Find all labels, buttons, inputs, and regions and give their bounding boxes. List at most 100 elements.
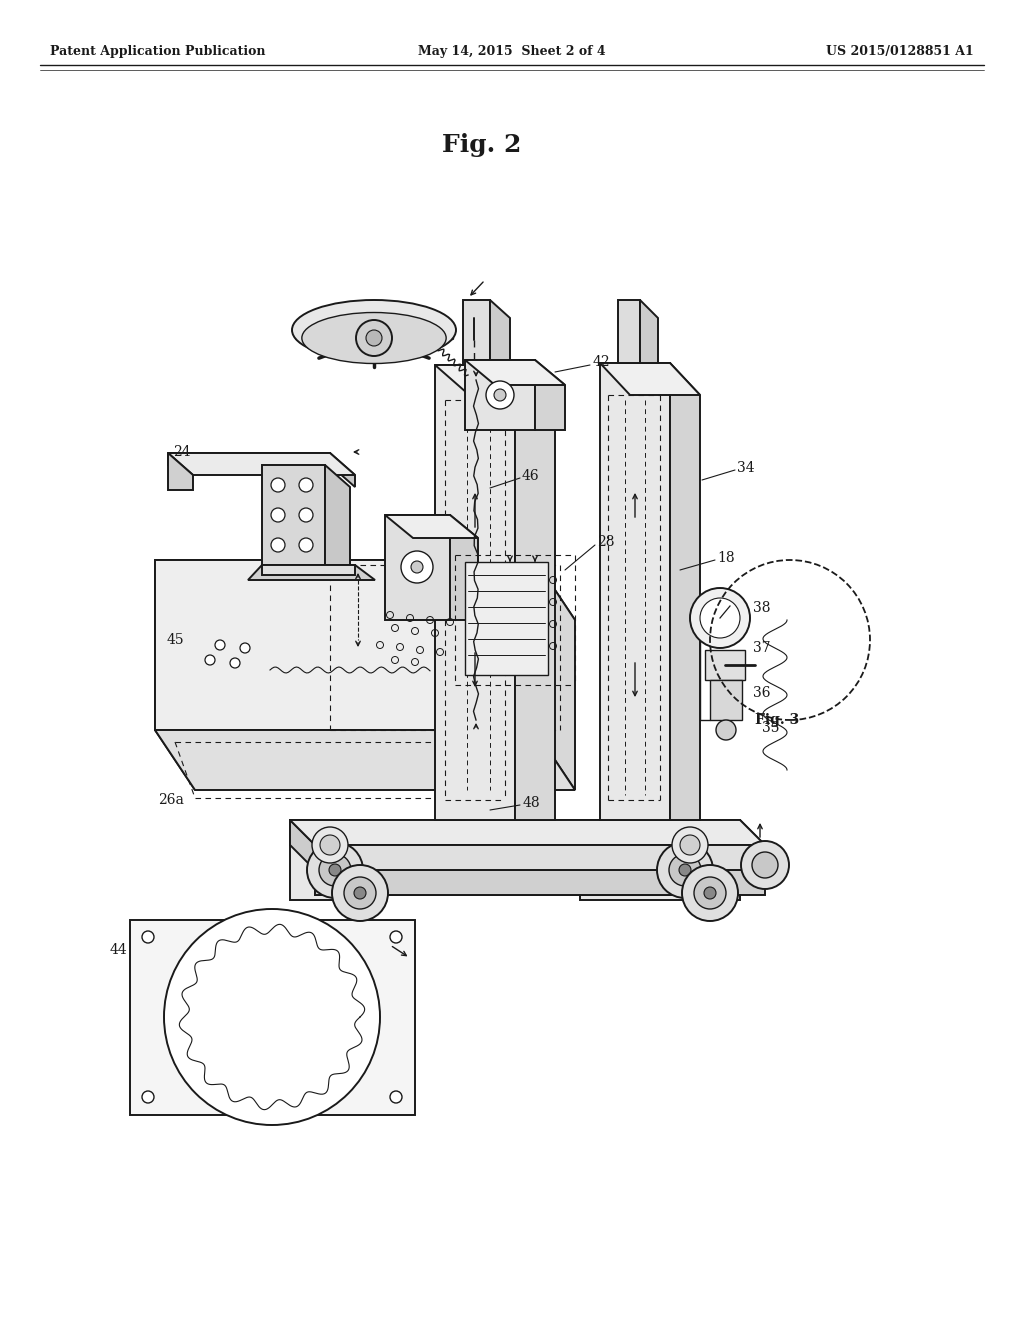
- Polygon shape: [330, 453, 355, 487]
- Circle shape: [366, 330, 382, 346]
- Circle shape: [494, 389, 506, 401]
- Circle shape: [299, 539, 313, 552]
- Polygon shape: [463, 300, 490, 366]
- Polygon shape: [435, 366, 515, 820]
- Text: 44: 44: [110, 942, 128, 957]
- Polygon shape: [705, 649, 745, 680]
- Circle shape: [672, 828, 708, 863]
- Circle shape: [299, 508, 313, 521]
- Polygon shape: [535, 560, 575, 789]
- Circle shape: [680, 836, 700, 855]
- Circle shape: [271, 539, 285, 552]
- Text: Fig. 3: Fig. 3: [755, 713, 800, 727]
- Polygon shape: [515, 366, 555, 820]
- Circle shape: [230, 657, 240, 668]
- Circle shape: [319, 836, 340, 855]
- Text: 34: 34: [737, 461, 755, 475]
- Circle shape: [332, 865, 388, 921]
- Polygon shape: [155, 560, 195, 789]
- Text: 48: 48: [523, 796, 541, 810]
- Circle shape: [271, 478, 285, 492]
- Circle shape: [271, 508, 285, 521]
- Ellipse shape: [302, 313, 446, 363]
- Text: 35: 35: [762, 721, 779, 735]
- Circle shape: [356, 319, 392, 356]
- Circle shape: [679, 865, 691, 876]
- Circle shape: [354, 887, 366, 899]
- Circle shape: [142, 931, 154, 942]
- Circle shape: [329, 865, 341, 876]
- Polygon shape: [155, 560, 575, 620]
- Text: 28: 28: [597, 535, 614, 549]
- Text: Patent Application Publication: Patent Application Publication: [50, 45, 265, 58]
- Circle shape: [205, 655, 215, 665]
- Polygon shape: [262, 465, 325, 565]
- Circle shape: [299, 478, 313, 492]
- Circle shape: [319, 854, 351, 886]
- Circle shape: [344, 876, 376, 909]
- Text: 42: 42: [593, 355, 610, 370]
- Polygon shape: [385, 515, 450, 620]
- Circle shape: [390, 931, 402, 942]
- Polygon shape: [130, 920, 415, 1115]
- Circle shape: [486, 381, 514, 409]
- Polygon shape: [600, 363, 670, 820]
- Polygon shape: [290, 820, 315, 870]
- Text: 24: 24: [173, 445, 190, 459]
- Circle shape: [741, 841, 790, 888]
- Polygon shape: [465, 562, 548, 675]
- Text: US 2015/0128851 A1: US 2015/0128851 A1: [826, 45, 974, 58]
- Polygon shape: [435, 366, 555, 400]
- Text: 18: 18: [717, 550, 734, 565]
- Polygon shape: [490, 300, 510, 366]
- Polygon shape: [325, 465, 350, 565]
- Polygon shape: [740, 820, 765, 870]
- Polygon shape: [580, 820, 740, 900]
- Polygon shape: [450, 515, 478, 620]
- Circle shape: [682, 865, 738, 921]
- Polygon shape: [168, 453, 330, 465]
- Circle shape: [164, 909, 380, 1125]
- Circle shape: [705, 887, 716, 899]
- Circle shape: [307, 842, 362, 898]
- Polygon shape: [248, 565, 375, 579]
- Polygon shape: [175, 578, 548, 632]
- Text: May 14, 2015  Sheet 2 of 4: May 14, 2015 Sheet 2 of 4: [418, 45, 606, 58]
- Polygon shape: [385, 820, 410, 870]
- Polygon shape: [465, 360, 535, 430]
- Polygon shape: [670, 363, 700, 820]
- Circle shape: [411, 561, 423, 573]
- Circle shape: [401, 550, 433, 583]
- Polygon shape: [262, 565, 355, 576]
- Text: 36: 36: [753, 686, 770, 700]
- Circle shape: [752, 851, 778, 878]
- Circle shape: [240, 643, 250, 653]
- Polygon shape: [290, 820, 765, 845]
- Text: 46: 46: [522, 469, 540, 483]
- Text: 45: 45: [167, 634, 184, 647]
- Polygon shape: [315, 870, 765, 895]
- Polygon shape: [600, 363, 700, 395]
- Circle shape: [700, 598, 740, 638]
- Polygon shape: [535, 360, 565, 430]
- Text: 26a: 26a: [158, 793, 184, 807]
- Circle shape: [657, 842, 713, 898]
- Circle shape: [390, 1092, 402, 1104]
- Polygon shape: [618, 300, 640, 363]
- Polygon shape: [315, 845, 765, 870]
- Polygon shape: [640, 300, 658, 363]
- Polygon shape: [710, 680, 742, 719]
- Circle shape: [142, 1092, 154, 1104]
- Circle shape: [312, 828, 348, 863]
- Ellipse shape: [292, 300, 456, 360]
- Polygon shape: [155, 730, 575, 789]
- Circle shape: [215, 640, 225, 649]
- Polygon shape: [168, 453, 355, 475]
- Polygon shape: [290, 820, 740, 845]
- Text: Fig. 2: Fig. 2: [442, 133, 521, 157]
- Text: 37: 37: [753, 642, 771, 655]
- Circle shape: [694, 876, 726, 909]
- Text: 38: 38: [753, 601, 770, 615]
- Circle shape: [690, 587, 750, 648]
- Polygon shape: [290, 820, 385, 900]
